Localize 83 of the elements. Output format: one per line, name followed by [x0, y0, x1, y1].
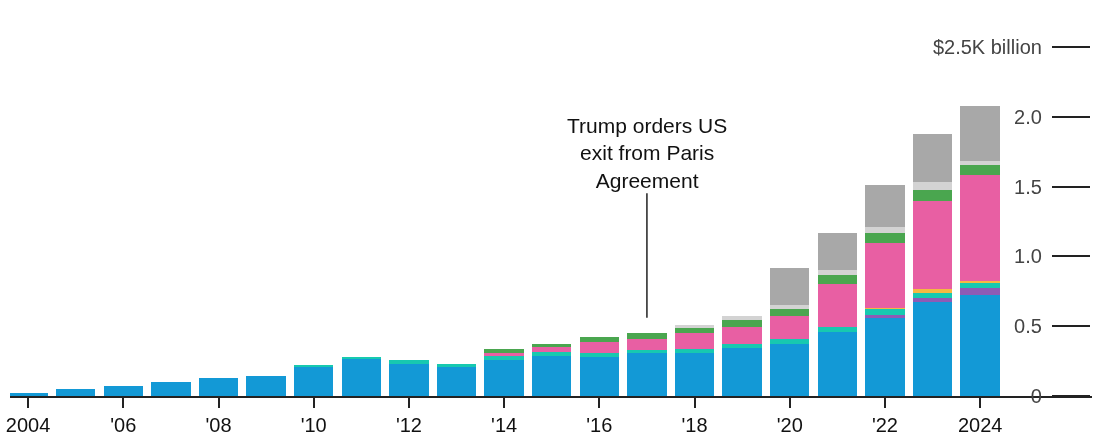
bar	[960, 175, 1000, 281]
bar	[484, 349, 524, 354]
bar	[817, 332, 858, 396]
bar	[436, 363, 477, 367]
bar	[865, 243, 905, 309]
bar	[531, 347, 572, 353]
bar	[769, 315, 810, 339]
bar	[865, 227, 905, 233]
x-tick-label: '06	[110, 414, 137, 436]
bar	[531, 352, 572, 357]
bar	[865, 317, 905, 396]
bar	[246, 375, 286, 396]
bar	[484, 359, 524, 396]
y-tick-label: 1.5	[1014, 175, 1042, 198]
bar	[579, 356, 620, 396]
bar	[912, 302, 953, 396]
bar	[579, 337, 620, 343]
bar	[103, 385, 144, 396]
bar	[960, 282, 1000, 288]
bar	[769, 267, 810, 305]
bar	[817, 274, 858, 285]
x-tick-label: '16	[586, 414, 613, 436]
bar	[912, 134, 953, 182]
bar	[722, 319, 762, 327]
bar	[722, 347, 762, 396]
bar	[912, 292, 953, 298]
bar	[817, 270, 858, 275]
bar	[865, 185, 905, 228]
bar	[722, 343, 762, 348]
annotation: Trump orders US exit from Paris Agreement	[567, 114, 728, 192]
bar	[55, 389, 96, 396]
bar	[341, 356, 382, 360]
bar	[627, 339, 667, 350]
bar	[865, 309, 905, 316]
bar	[817, 284, 858, 327]
bar	[436, 366, 477, 396]
bar	[960, 280, 1000, 283]
bar	[151, 382, 191, 396]
bar	[960, 287, 1000, 296]
y-tick-label: 0.5	[1014, 315, 1042, 338]
bar	[912, 200, 953, 289]
x-tick-label: '10	[300, 414, 327, 436]
x-tick-label: 2004	[5, 414, 51, 436]
bar	[674, 324, 715, 328]
bar	[912, 288, 953, 293]
bar	[674, 353, 715, 396]
bar	[912, 181, 953, 191]
bar	[960, 164, 1000, 176]
x-tick-label: '14	[491, 414, 518, 436]
bar	[865, 232, 905, 244]
x-tick-label: '20	[776, 414, 803, 436]
bar	[912, 190, 953, 201]
bar	[960, 160, 1000, 165]
y-tick-label: 1.0	[1014, 245, 1042, 268]
bar	[722, 326, 762, 344]
bar	[293, 364, 334, 367]
bar	[531, 356, 572, 396]
bar	[722, 316, 762, 320]
x-tick-label: '22	[871, 414, 898, 436]
x-tick-label: '08	[205, 414, 232, 436]
bar	[865, 315, 905, 318]
bar	[960, 295, 1000, 396]
bar	[293, 366, 334, 396]
bar	[341, 359, 382, 396]
bar	[817, 232, 858, 271]
bar	[769, 308, 810, 316]
bar	[769, 344, 810, 396]
bar	[960, 105, 1000, 161]
bar	[627, 353, 667, 396]
bar	[389, 363, 429, 396]
bar	[674, 333, 715, 350]
y-tick-label: 2.0	[1014, 105, 1042, 128]
bar	[674, 349, 715, 354]
y-tick-label: $2.5K billion	[932, 36, 1042, 58]
x-tick-label: '18	[681, 414, 708, 436]
bar	[579, 342, 620, 353]
bar	[769, 304, 810, 309]
x-tick-label: 2024	[957, 414, 1003, 436]
bar	[198, 377, 239, 396]
bar	[627, 333, 667, 340]
x-tick-label: '12	[395, 414, 422, 436]
bar	[389, 360, 429, 364]
bar	[579, 352, 620, 357]
